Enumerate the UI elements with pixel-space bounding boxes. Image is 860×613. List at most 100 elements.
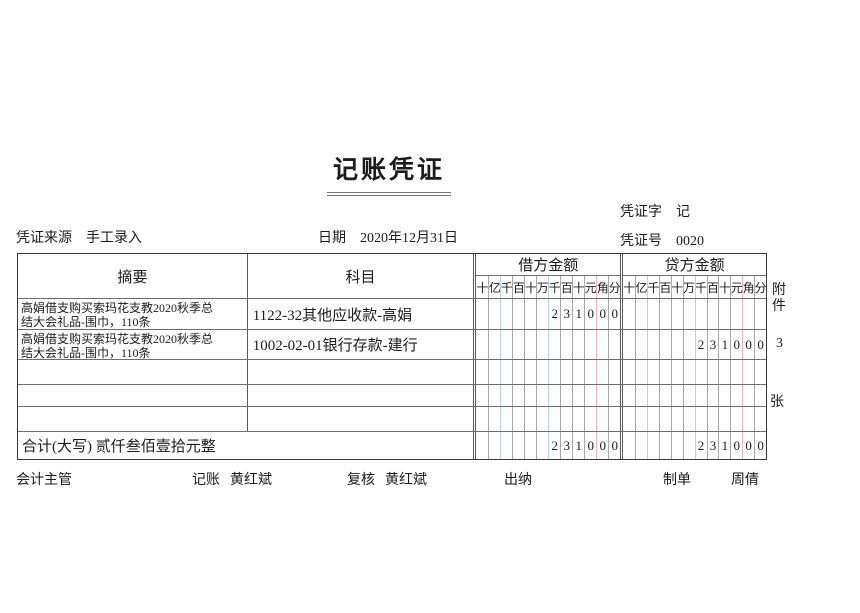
amount-digit-cell	[730, 407, 742, 431]
digit-column-label: 角	[596, 276, 608, 298]
amount-digit-cell	[623, 432, 635, 459]
amount-digit-cell	[488, 385, 500, 406]
digit-column-label: 千	[647, 276, 659, 298]
amount-digit-cell	[536, 385, 548, 406]
amount-digit-cell	[476, 432, 488, 459]
amount-digit-cell	[608, 330, 620, 359]
digit-column-label: 元	[730, 276, 742, 298]
amount-digit-cell	[754, 407, 766, 431]
amount-digit-cell: 0	[608, 432, 620, 459]
summary-column-header: 摘要	[117, 269, 148, 286]
amount-digit-cell	[754, 299, 766, 329]
credit-amount-cell	[620, 360, 766, 384]
amount-digit-cell: 3	[706, 330, 719, 359]
amount-digit-cell	[658, 330, 671, 359]
voucher-source-value: 手工录入	[86, 231, 142, 246]
bookkeeper-name: 黄红斌	[230, 473, 272, 488]
amount-digit-cell	[658, 360, 671, 384]
table-row	[18, 406, 766, 431]
amount-digit-cell	[718, 407, 730, 431]
amount-digit-cell	[524, 407, 536, 431]
amount-digit-cell	[524, 299, 536, 329]
amount-digit-cell	[500, 360, 512, 384]
amount-digit-cell: 1	[718, 432, 730, 459]
amount-digit-cell	[670, 299, 683, 329]
digit-column-label: 百	[560, 276, 572, 298]
amount-digit-cell	[694, 299, 707, 329]
voucher-table: 摘要 科目 借方金额 十亿千百十万千百十元角分 贷方金额 十亿千百十万千百十元角…	[17, 253, 767, 460]
amount-digit-cell	[670, 432, 683, 459]
digit-column-label: 分	[608, 276, 620, 298]
amount-digit-cell	[512, 330, 524, 359]
amount-digit-cell	[524, 330, 536, 359]
credit-digit-headers: 十亿千百十万千百十元角分	[623, 276, 766, 298]
amount-digit-cell	[560, 360, 572, 384]
account-cell	[246, 385, 474, 406]
summary-cell	[18, 360, 247, 384]
amount-digit-cell	[682, 330, 695, 359]
amount-digit-cell	[658, 432, 671, 459]
amount-digit-cell	[536, 407, 548, 431]
digit-column-label: 万	[682, 276, 695, 298]
amount-digit-cell: 2	[694, 432, 707, 459]
amount-digit-cell	[682, 360, 695, 384]
amount-digit-cell	[512, 407, 524, 431]
amount-digit-cell	[536, 299, 548, 329]
amount-digit-cell: 3	[560, 432, 572, 459]
amount-digit-cell	[647, 330, 659, 359]
digit-column-label: 千	[548, 276, 560, 298]
amount-digit-cell	[476, 407, 488, 431]
credit-amount-cell	[620, 385, 766, 406]
amount-digit-cell	[706, 385, 719, 406]
digit-column-label: 角	[742, 276, 754, 298]
amount-digit-cell	[608, 385, 620, 406]
amount-digit-cell	[608, 360, 620, 384]
debit-digit-headers: 十亿千百十万千百十元角分	[476, 276, 620, 298]
voucher-word-label: 凭证字	[620, 205, 662, 220]
digit-column-label: 十	[670, 276, 683, 298]
date-label: 日期	[318, 231, 346, 246]
amount-digit-cell	[560, 407, 572, 431]
amount-digit-cell: 0	[730, 330, 742, 359]
amount-digit-cell: 0	[754, 432, 766, 459]
table-row: 高娟借支购买索玛花支教2020秋季总结大会礼品-围巾，110条 1002-02-…	[18, 329, 766, 360]
amount-digit-cell	[742, 385, 754, 406]
digit-column-label: 亿	[488, 276, 500, 298]
amount-digit-cell	[682, 299, 695, 329]
voucher-word-field: 凭证字记	[620, 201, 690, 221]
amount-digit-cell	[524, 385, 536, 406]
amount-digit-cell: 0	[584, 299, 596, 329]
amount-digit-cell	[584, 385, 596, 406]
amount-digit-cell	[754, 360, 766, 384]
amount-digit-cell	[512, 385, 524, 406]
summary-cell: 高娟借支购买索玛花支教2020秋季总结大会礼品-围巾，110条	[21, 301, 214, 329]
page-title: 记账凭证	[327, 150, 451, 196]
amount-digit-cell	[682, 385, 695, 406]
credit-amount-cell	[620, 299, 766, 329]
amount-digit-cell	[670, 407, 683, 431]
amount-digit-cell: 1	[572, 299, 584, 329]
amount-digit-cell: 0	[596, 299, 608, 329]
page-title-text: 记账凭证	[332, 157, 445, 184]
amount-digit-cell	[670, 385, 683, 406]
amount-digit-cell: 0	[742, 330, 754, 359]
amount-digit-cell	[476, 330, 488, 359]
amount-digit-cell	[584, 360, 596, 384]
amount-digit-cell	[754, 385, 766, 406]
amount-digit-cell	[488, 299, 500, 329]
date-value: 2020年12月31日	[360, 231, 458, 246]
amount-digit-cell	[623, 407, 635, 431]
accounting-supervisor-label: 会计主管	[16, 473, 72, 488]
amount-digit-cell	[596, 407, 608, 431]
amount-digit-cell	[658, 407, 671, 431]
digit-column-label: 万	[536, 276, 548, 298]
amount-digit-cell	[658, 299, 671, 329]
digit-column-label: 十	[524, 276, 536, 298]
amount-digit-cell	[742, 299, 754, 329]
digit-column-label: 百	[512, 276, 524, 298]
amount-digit-cell	[623, 360, 635, 384]
amount-digit-cell	[706, 407, 719, 431]
